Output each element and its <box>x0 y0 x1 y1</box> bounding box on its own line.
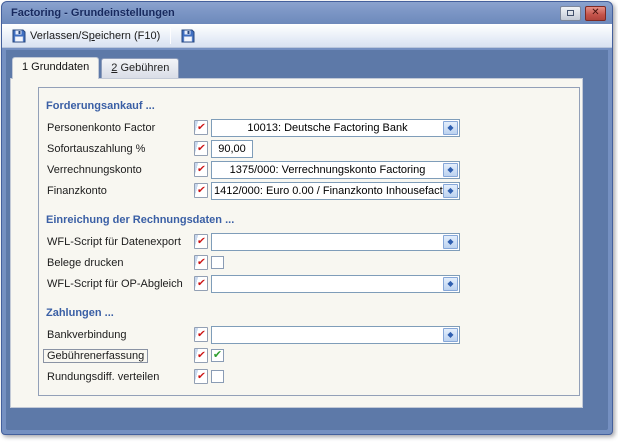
red-check-icon: ✔ <box>196 163 207 175</box>
field-label: Bankverbindung <box>47 328 127 341</box>
maximize-icon <box>567 10 574 16</box>
settings-groupbox: Forderungsankauf ... Personenkonto Facto… <box>38 87 580 396</box>
select-record-button[interactable]: ✔ <box>194 348 208 363</box>
form-row-wfl-datenexport: WFL-Script für Datenexport ✔ ◆ <box>46 231 579 252</box>
field-label: Rundungsdiff. verteilen <box>47 370 160 383</box>
tab-strip: 1 Grunddaten 2 Gebühren <box>6 50 608 79</box>
field-label: Finanzkonto <box>47 184 107 197</box>
red-check-icon: ✔ <box>196 121 207 133</box>
red-check-icon: ✔ <box>196 328 207 340</box>
select-record-button[interactable]: ✔ <box>194 162 208 177</box>
gebuehrenerfassung-checkbox[interactable]: ✔ <box>211 349 224 362</box>
tab-gebuehren[interactable]: 2 Gebühren <box>101 58 180 78</box>
rundungsdiff-checkbox[interactable] <box>211 370 224 383</box>
save-icon <box>181 29 195 43</box>
select-record-button[interactable]: ✔ <box>194 369 208 384</box>
verrechnungskonto-combo[interactable]: 1375/000: Verrechnungskonto Factoring ◆ <box>211 160 460 179</box>
select-record-button[interactable]: ✔ <box>194 234 208 249</box>
form-row-rundungsdiff: Rundungsdiff. verteilen ✔ <box>46 366 579 387</box>
form-row-personenkonto: Personenkonto Factor ✔ 10013: Deutsche F… <box>46 117 579 138</box>
field-label-focused: Gebührenerfassung <box>43 348 149 363</box>
select-record-button[interactable]: ✔ <box>194 120 208 135</box>
form-row-bankverbindung: Bankverbindung ✔ ◆ <box>46 324 579 345</box>
section-zahlungen: Zahlungen ... Bankverbindung ✔ ◆ Gebühre… <box>43 307 579 387</box>
tab-area: 1 Grunddaten 2 Gebühren Forderungsankauf… <box>6 50 608 430</box>
app-window: Factoring - Grundeinstellungen ✕ Verlass… <box>1 1 613 435</box>
spinner-icon[interactable]: ◆ <box>443 183 458 198</box>
tab-page-grunddaten: Forderungsankauf ... Personenkonto Facto… <box>10 78 583 408</box>
select-record-button[interactable]: ✔ <box>194 141 208 156</box>
save-exit-label: Verlassen/Speichern (F10) <box>30 30 161 42</box>
field-label: WFL-Script für Datenexport <box>47 235 181 248</box>
spinner-icon[interactable]: ◆ <box>443 234 458 249</box>
sofortauszahlung-input[interactable]: 90,00 <box>211 139 253 158</box>
section-header: Einreichung der Rechnungsdaten ... <box>46 214 235 226</box>
spinner-icon[interactable]: ◆ <box>443 327 458 342</box>
toolbar: Verlassen/Speichern (F10) <box>2 24 612 48</box>
check-icon: ✔ <box>212 348 223 361</box>
spinner-icon[interactable]: ◆ <box>443 120 458 135</box>
save-icon <box>12 29 26 43</box>
field-label: Personenkonto Factor <box>47 121 156 134</box>
red-check-icon: ✔ <box>196 349 207 361</box>
form-row-gebuehrenerfassung: Gebührenerfassung ✔ ✔ <box>43 345 579 366</box>
save-button[interactable] <box>175 26 201 46</box>
form-row-finanzkonto: Finanzkonto ✔ 1412/000: Euro 0.00 / Fina… <box>46 180 579 201</box>
field-label: WFL-Script für OP-Abgleich <box>47 277 183 290</box>
form-row-sofortauszahlung: Sofortauszahlung % ✔ 90,00 <box>46 138 579 159</box>
bankverbindung-combo[interactable]: ◆ <box>211 325 460 344</box>
section-header: Forderungsankauf ... <box>46 100 155 112</box>
section-forderungsankauf: Forderungsankauf ... Personenkonto Facto… <box>46 100 579 201</box>
personenkonto-combo[interactable]: 10013: Deutsche Factoring Bank ◆ <box>211 118 460 137</box>
section-header: Zahlungen ... <box>46 307 114 319</box>
red-check-icon: ✔ <box>196 256 207 268</box>
close-icon: ✕ <box>591 7 600 18</box>
select-record-button[interactable]: ✔ <box>194 255 208 270</box>
red-check-icon: ✔ <box>196 184 207 196</box>
tab-grunddaten[interactable]: 1 Grunddaten <box>12 57 100 79</box>
spinner-icon[interactable]: ◆ <box>443 162 458 177</box>
section-einreichung: Einreichung der Rechnungsdaten ... WFL-S… <box>46 214 579 294</box>
finanzkonto-combo[interactable]: 1412/000: Euro 0.00 / Finanzkonto Inhous… <box>211 181 460 200</box>
red-check-icon: ✔ <box>196 277 207 289</box>
field-label: Sofortauszahlung % <box>47 142 146 155</box>
wfl-op-abgleich-combo[interactable]: ◆ <box>211 274 460 293</box>
select-record-button[interactable]: ✔ <box>194 327 208 342</box>
form-row-verrechnungskonto: Verrechnungskonto ✔ 1375/000: Verrechnun… <box>46 159 579 180</box>
belege-drucken-checkbox[interactable] <box>211 256 224 269</box>
red-check-icon: ✔ <box>196 370 207 382</box>
select-record-button[interactable]: ✔ <box>194 276 208 291</box>
toolbar-separator <box>170 28 172 44</box>
wfl-datenexport-combo[interactable]: ◆ <box>211 232 460 251</box>
titlebar[interactable]: Factoring - Grundeinstellungen ✕ <box>2 2 612 24</box>
red-check-icon: ✔ <box>196 235 207 247</box>
spinner-icon[interactable]: ◆ <box>443 276 458 291</box>
close-button[interactable]: ✕ <box>585 5 606 21</box>
field-label: Belege drucken <box>47 256 124 269</box>
form-row-wfl-op-abgleich: WFL-Script für OP-Abgleich ✔ ◆ <box>46 273 579 294</box>
select-record-button[interactable]: ✔ <box>194 183 208 198</box>
red-check-icon: ✔ <box>196 142 207 154</box>
window-title: Factoring - Grundeinstellungen <box>11 7 175 19</box>
save-exit-button[interactable]: Verlassen/Speichern (F10) <box>6 26 166 46</box>
field-label: Verrechnungskonto <box>47 163 142 176</box>
form-row-belege-drucken: Belege drucken ✔ <box>46 252 579 273</box>
maximize-button[interactable] <box>560 5 581 21</box>
